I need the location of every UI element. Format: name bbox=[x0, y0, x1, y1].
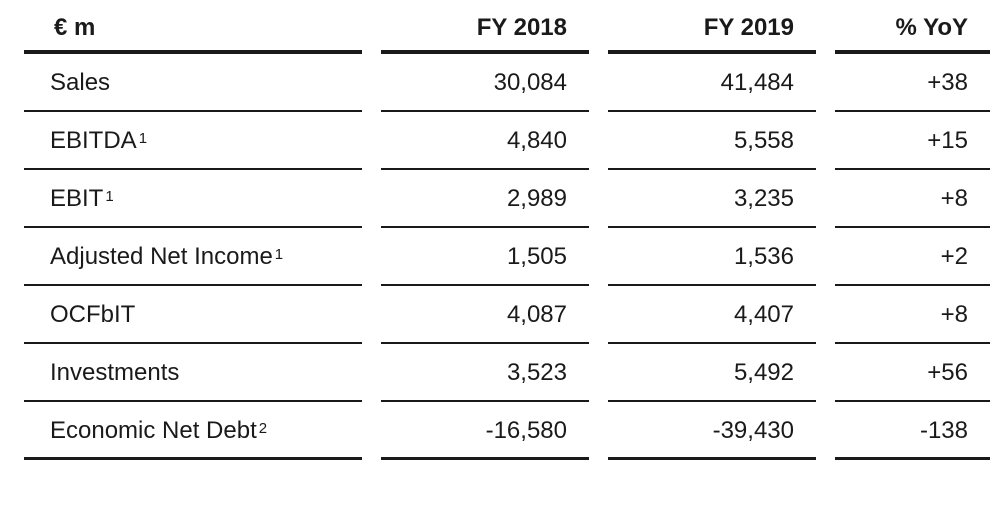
row-rule bbox=[608, 284, 816, 286]
row-rule bbox=[381, 168, 589, 170]
value-fy2019: 4,407 bbox=[733, 301, 794, 328]
row-rule bbox=[835, 284, 990, 286]
row-rule bbox=[24, 168, 362, 170]
row-label: EBIT 1 bbox=[50, 185, 114, 212]
row-label: EBITDA 1 bbox=[50, 127, 148, 154]
row-rule bbox=[24, 110, 362, 112]
row-rule bbox=[24, 226, 362, 228]
row-label-text: EBITDA bbox=[50, 127, 137, 154]
value-yoy: +15 bbox=[927, 127, 968, 154]
row-rule bbox=[381, 457, 589, 460]
row-rule bbox=[608, 457, 816, 460]
row-label: Adjusted Net Income 1 bbox=[50, 243, 284, 270]
row-rule bbox=[835, 168, 990, 170]
table-row: Adjusted Net Income 1 1,505 1,536 +2 bbox=[24, 228, 990, 286]
value-fy2018: 3,523 bbox=[506, 359, 567, 386]
table-header-row: € m FY 2018 FY 2019 % YoY bbox=[24, 0, 990, 54]
table-row: Investments 3,523 5,492 +56 bbox=[24, 344, 990, 402]
header-rule bbox=[608, 50, 816, 54]
row-rule bbox=[24, 400, 362, 402]
row-label: OCFbIT bbox=[24, 286, 362, 344]
row-rule bbox=[608, 342, 816, 344]
table-row: Economic Net Debt 2 -16,580 -39,430 -138 bbox=[24, 402, 990, 460]
row-rule bbox=[835, 400, 990, 402]
row-rule bbox=[24, 284, 362, 286]
value-fy2019: 1,536 bbox=[733, 243, 794, 270]
row-label: Sales bbox=[24, 54, 362, 112]
header-fy2018: FY 2018 bbox=[476, 14, 567, 41]
header-rule bbox=[381, 50, 589, 54]
row-label-text: Investments bbox=[50, 359, 180, 386]
row-rule bbox=[24, 342, 362, 344]
value-yoy: +38 bbox=[927, 69, 968, 96]
table-row: EBIT 1 2,989 3,235 +8 bbox=[24, 170, 990, 228]
value-fy2019: 3,235 bbox=[733, 185, 794, 212]
table-row: Sales 30,084 41,484 +38 bbox=[24, 54, 990, 112]
header-unit: € m bbox=[54, 14, 96, 41]
table-row: OCFbIT 4,087 4,407 +8 bbox=[24, 286, 990, 344]
row-label-text: Sales bbox=[50, 69, 111, 96]
row-label-text: Economic Net Debt bbox=[50, 417, 257, 444]
header-rule bbox=[24, 50, 362, 54]
row-label: Economic Net Debt 2 bbox=[50, 417, 268, 444]
row-rule bbox=[381, 284, 589, 286]
row-label-text: OCFbIT bbox=[50, 301, 136, 328]
value-yoy: +56 bbox=[927, 359, 968, 386]
row-rule bbox=[835, 342, 990, 344]
value-yoy: +2 bbox=[940, 243, 968, 270]
value-yoy: +8 bbox=[940, 301, 968, 328]
value-fy2019: 41,484 bbox=[720, 69, 794, 96]
row-label-text: Adjusted Net Income bbox=[50, 243, 273, 270]
row-rule bbox=[608, 110, 816, 112]
row-rule bbox=[835, 457, 990, 460]
row-rule bbox=[24, 457, 362, 460]
value-fy2019: -39,430 bbox=[712, 417, 794, 444]
row-label: Investments bbox=[24, 344, 362, 402]
value-yoy: -138 bbox=[919, 417, 968, 444]
row-rule bbox=[381, 400, 589, 402]
row-rule bbox=[381, 342, 589, 344]
row-rule bbox=[608, 168, 816, 170]
value-fy2018: 4,087 bbox=[506, 301, 567, 328]
value-fy2018: 4,840 bbox=[506, 127, 567, 154]
table-row: EBITDA 1 4,840 5,558 +15 bbox=[24, 112, 990, 170]
row-rule bbox=[835, 226, 990, 228]
financial-summary-table: € m FY 2018 FY 2019 % YoY Sales 30,084 4… bbox=[24, 0, 990, 460]
value-fy2019: 5,492 bbox=[733, 359, 794, 386]
value-fy2018: 30,084 bbox=[493, 69, 567, 96]
row-rule bbox=[381, 110, 589, 112]
header-fy2019: FY 2019 bbox=[703, 14, 794, 41]
header-yoy: % YoY bbox=[895, 14, 968, 41]
value-yoy: +8 bbox=[940, 185, 968, 212]
row-rule bbox=[835, 110, 990, 112]
row-rule bbox=[608, 400, 816, 402]
value-fy2018: -16,580 bbox=[485, 417, 567, 444]
value-fy2018: 1,505 bbox=[506, 243, 567, 270]
header-rule bbox=[835, 50, 990, 54]
value-fy2019: 5,558 bbox=[733, 127, 794, 154]
value-fy2018: 2,989 bbox=[506, 185, 567, 212]
row-label-text: EBIT bbox=[50, 185, 104, 212]
row-rule bbox=[608, 226, 816, 228]
row-rule bbox=[381, 226, 589, 228]
